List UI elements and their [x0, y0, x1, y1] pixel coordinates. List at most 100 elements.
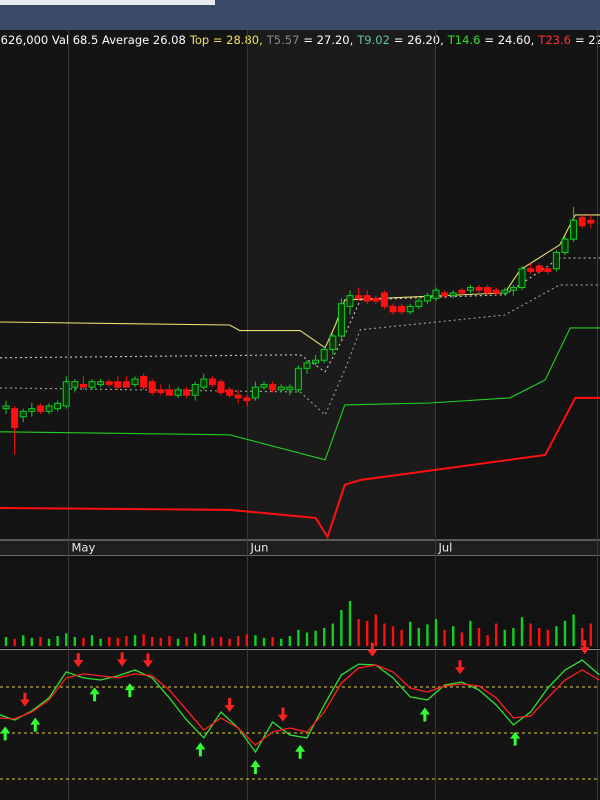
- candle-body: [251, 386, 259, 399]
- volume-bar: [168, 636, 171, 646]
- candle-body: [148, 381, 156, 394]
- x-tick-label: Jun: [250, 541, 269, 555]
- volume-bar: [426, 624, 429, 646]
- volume-bar: [323, 628, 326, 646]
- candle-body: [54, 402, 62, 410]
- volume-bar: [185, 637, 188, 646]
- candle-body: [200, 378, 208, 388]
- volume-bar: [400, 629, 403, 646]
- sell-arrow: [224, 698, 235, 713]
- candle-body: [234, 394, 242, 399]
- volume-bar: [512, 628, 515, 646]
- candle-body: [561, 238, 569, 254]
- volume-bar: [580, 628, 584, 646]
- volume-bar: [434, 619, 438, 646]
- header-segment: ,626,000 Val 68.5 Average 26.08: [0, 33, 186, 47]
- candle-body: [226, 389, 234, 396]
- candle-body: [105, 381, 113, 385]
- volume-bar: [254, 635, 257, 646]
- candle-body: [389, 305, 397, 313]
- header-segment: Top = 28.80,: [189, 33, 263, 47]
- buy-arrow: [124, 683, 135, 698]
- sell-arrow: [142, 653, 153, 668]
- candle-body: [355, 295, 363, 299]
- volume-bar: [108, 637, 111, 646]
- volume-bar: [314, 630, 317, 646]
- candle-body: [131, 378, 139, 385]
- volume-panel: [0, 556, 600, 648]
- volume-bar: [409, 621, 412, 646]
- candle-body: [208, 378, 216, 385]
- sell-arrow: [277, 707, 288, 722]
- volume-bar: [460, 632, 464, 646]
- candle-body: [527, 268, 535, 272]
- candle-body: [501, 289, 509, 294]
- volume-bar: [176, 638, 180, 646]
- volume-bar: [262, 637, 266, 646]
- candle-body: [114, 381, 122, 388]
- volume-bar: [443, 629, 446, 646]
- volume-bar: [280, 638, 283, 646]
- candle-body: [191, 383, 199, 396]
- candle-body: [19, 410, 27, 418]
- candle-body: [458, 289, 466, 294]
- volume-bar: [331, 623, 335, 646]
- volume-bar: [116, 637, 120, 646]
- candle-body: [269, 383, 277, 391]
- buy-arrow: [195, 742, 206, 757]
- sell-arrow: [579, 640, 590, 655]
- volume-bar: [477, 628, 481, 646]
- candle-body: [406, 305, 414, 313]
- candle-body: [466, 287, 474, 291]
- volume-bar: [30, 637, 34, 646]
- candle-body: [329, 335, 337, 350]
- volume-bar: [288, 636, 292, 646]
- x-tick-label: May: [72, 541, 96, 555]
- buy-arrow: [0, 726, 11, 741]
- candle-body: [398, 305, 406, 313]
- candle-body: [303, 362, 311, 369]
- candle-body: [509, 287, 517, 291]
- sell-arrow: [455, 660, 466, 675]
- header-segment: T14.6: [447, 33, 481, 47]
- volume-bar: [159, 637, 163, 646]
- candle-body: [363, 295, 371, 302]
- header-segment: T5.57: [266, 33, 300, 47]
- buy-arrow: [89, 687, 100, 702]
- buy-arrow: [295, 744, 306, 759]
- buy-arrow: [250, 760, 261, 775]
- candle-body: [71, 381, 79, 388]
- candle-body: [535, 265, 543, 272]
- candle-body: [441, 292, 449, 297]
- volume-bar: [452, 626, 455, 646]
- volume-bar: [297, 629, 300, 646]
- band-line: [0, 327, 600, 461]
- buy-arrow: [30, 717, 41, 732]
- volume-bar: [194, 633, 197, 646]
- volume-bar: [65, 633, 68, 646]
- volume-bar: [13, 638, 16, 646]
- volume-bar: [245, 634, 249, 646]
- candle-body: [346, 295, 354, 307]
- oscillator-panel: [0, 650, 600, 800]
- candle-body: [372, 297, 380, 302]
- candle-body: [174, 389, 182, 396]
- header-segment: T23.6: [537, 33, 571, 47]
- volume-bar: [391, 626, 395, 646]
- volume-bar: [271, 637, 274, 646]
- buy-arrow: [510, 731, 521, 746]
- volume-bar: [366, 620, 369, 646]
- volume-bar: [142, 634, 145, 646]
- candle-body: [157, 389, 165, 394]
- candle-body: [312, 359, 320, 364]
- candle-body: [587, 219, 595, 224]
- header-segment: = 26.20,: [394, 33, 444, 47]
- candle-body: [97, 381, 105, 385]
- toolbar-strip: [0, 0, 215, 5]
- candle-body: [475, 287, 483, 291]
- volume-bar: [305, 632, 309, 646]
- volume-bar: [563, 620, 567, 646]
